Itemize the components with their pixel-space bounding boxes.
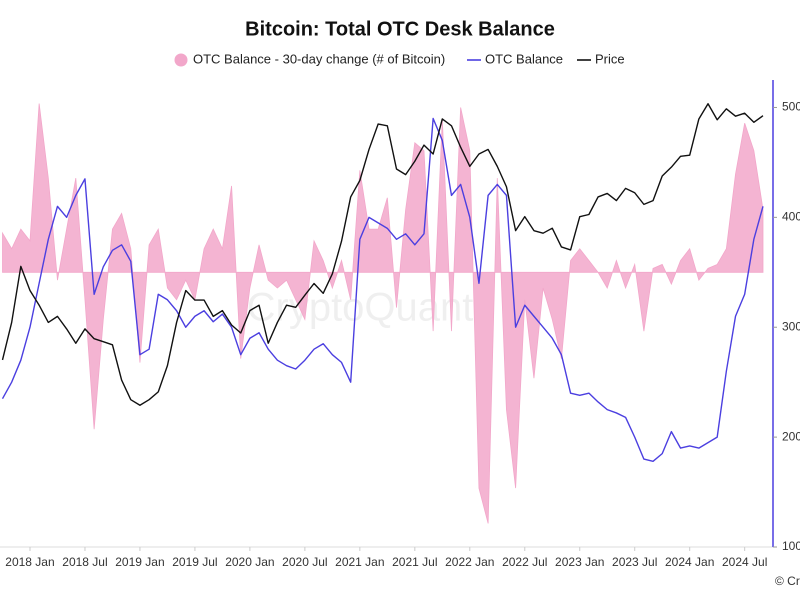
x-tick-label: 2018 Jul	[62, 555, 107, 569]
line	[1, 103, 764, 406]
legend-swatch	[174, 53, 188, 67]
y2-tick-label: 300	[782, 319, 800, 333]
x-tick-label: 2021 Jan	[335, 555, 384, 569]
y2-tick-label: 400	[782, 210, 800, 224]
area	[2, 103, 764, 524]
x-tick-label: 2024 Jul	[722, 555, 767, 569]
x-tick-label: 2019 Jul	[172, 555, 217, 569]
watermark: CryptoQuant	[247, 286, 474, 330]
x-tick-label: 2022 Jan	[445, 555, 494, 569]
x-tick-label: 2021 Jul	[392, 555, 437, 569]
legend-label: OTC Balance - 30-day change (# of Bitcoi…	[193, 51, 445, 66]
x-tick-label: 2018 Jan	[5, 555, 54, 569]
legend-label: Price	[595, 51, 625, 66]
y2-tick-label: 100	[782, 539, 800, 553]
legend-label: OTC Balance	[485, 51, 563, 66]
chart-title: Bitcoin: Total OTC Desk Balance	[245, 18, 555, 40]
x-tick-label: 2020 Jan	[225, 555, 274, 569]
x-tick-label: 2019 Jan	[115, 555, 164, 569]
x-tick-label: 2022 Jul	[502, 555, 547, 569]
y2-tick-label: 500	[782, 100, 800, 114]
line	[1, 117, 764, 462]
x-tick-label: 2023 Jan	[555, 555, 604, 569]
x-tick-label: 2023 Jul	[612, 555, 657, 569]
credit: © CryptoQuant	[775, 574, 800, 588]
x-tick-label: 2024 Jan	[665, 555, 714, 569]
x-tick-label: 2020 Jul	[282, 555, 327, 569]
y2-tick-label: 200	[782, 429, 800, 443]
